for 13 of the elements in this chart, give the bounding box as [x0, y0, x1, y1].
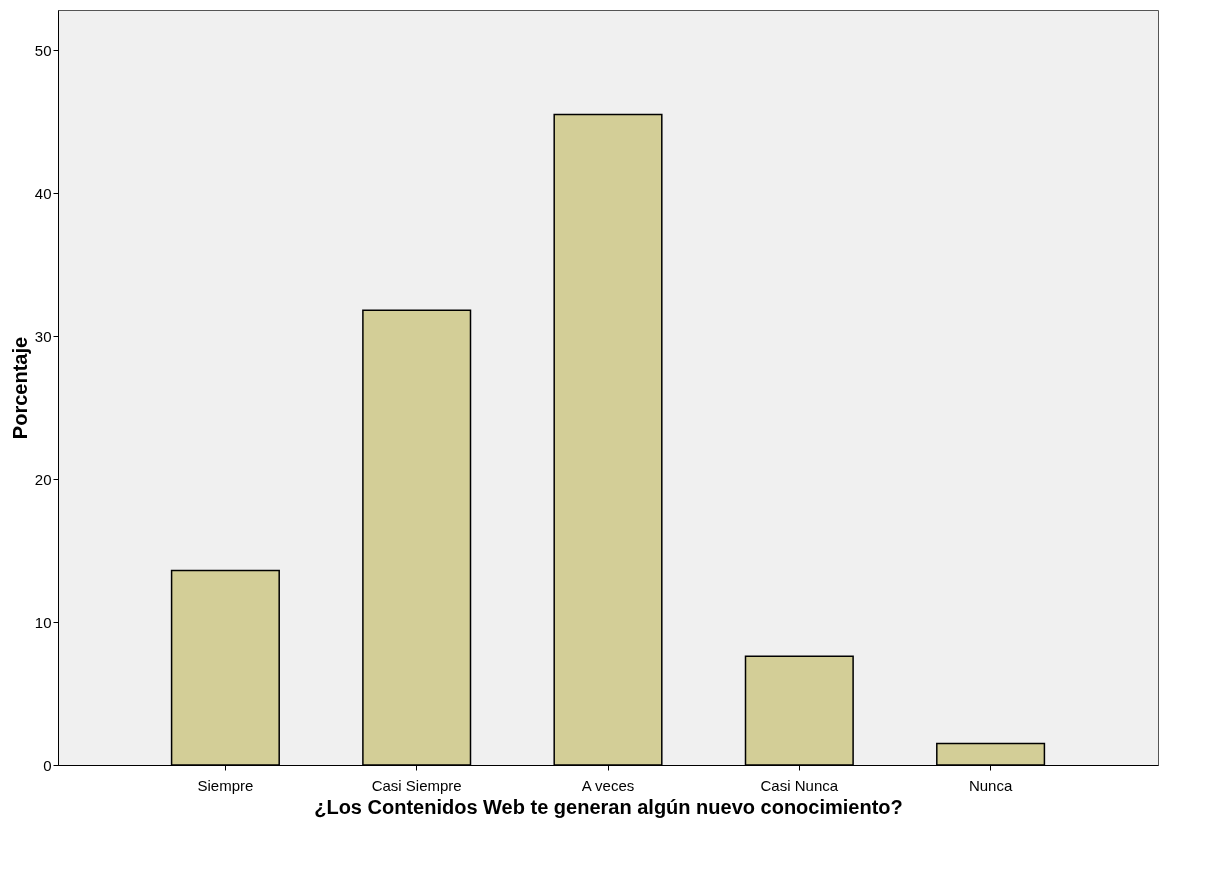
x-tick-label: Casi Siempre — [371, 776, 462, 794]
y-tick-label: 0 — [43, 756, 52, 774]
y-tick-label: 40 — [34, 184, 52, 202]
y-axis-title: Porcentaje — [8, 336, 31, 440]
y-tick-label: 10 — [34, 613, 52, 631]
y-tick-label: 20 — [34, 470, 52, 488]
y-tick-label: 30 — [34, 327, 52, 345]
x-tick-label: A veces — [581, 776, 635, 794]
y-tick-label: 50 — [34, 41, 52, 59]
x-tick-label: Siempre — [197, 776, 254, 794]
x-axis-title: ¿Los Contenidos Web te generan algún nuevo conocimiento? — [314, 795, 903, 818]
x-tick-label: Nunca — [968, 776, 1013, 794]
x-tick-label: Casi Nunca — [760, 776, 839, 794]
